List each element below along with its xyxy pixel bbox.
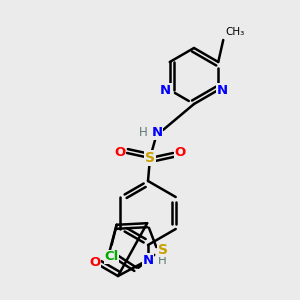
Text: N: N xyxy=(142,254,154,266)
Text: S: S xyxy=(158,243,168,257)
Text: O: O xyxy=(89,256,100,268)
Text: H: H xyxy=(158,254,166,266)
Text: S: S xyxy=(145,151,155,165)
Text: H: H xyxy=(139,127,147,140)
Text: N: N xyxy=(160,83,171,97)
Text: O: O xyxy=(114,146,126,160)
Text: Cl: Cl xyxy=(104,250,119,263)
Text: N: N xyxy=(152,127,163,140)
Text: CH₃: CH₃ xyxy=(225,27,244,37)
Text: O: O xyxy=(174,146,186,160)
Text: N: N xyxy=(217,83,228,97)
